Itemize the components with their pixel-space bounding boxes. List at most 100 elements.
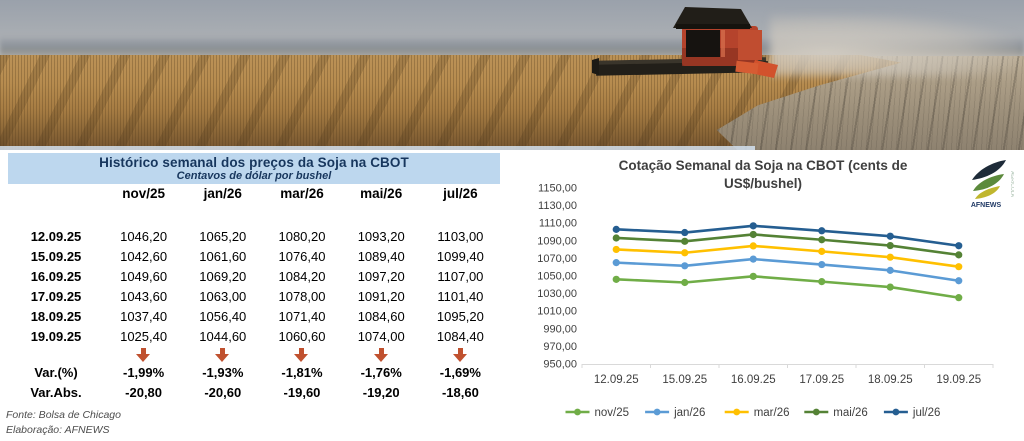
down-arrow-icon xyxy=(452,348,468,362)
down-arrow-icon xyxy=(215,348,230,362)
var-pct-label: Var.(%) xyxy=(34,365,78,380)
logo-leaf-yellow-icon xyxy=(975,186,1000,199)
series-marker-jul-26 xyxy=(886,232,894,240)
series-line-nov-25 xyxy=(614,275,961,299)
chart-title: Cotação Semanal da Soja na CBOT (cents d… xyxy=(618,158,908,191)
price-cell: 1069,20 xyxy=(199,269,247,284)
y-axis-tick-label: 1090,00 xyxy=(537,235,577,247)
series-marker-nov-25 xyxy=(681,278,689,287)
series-marker-mar-26 xyxy=(749,242,757,250)
legend-marker xyxy=(892,408,900,416)
var-abs-cell: -19,60 xyxy=(283,385,321,400)
y-axis-tick-label: 990,00 xyxy=(543,323,577,335)
series-marker-jan-26 xyxy=(612,259,620,267)
var-abs-cell: -18,60 xyxy=(441,385,479,400)
price-cell: 1042,60 xyxy=(120,249,168,264)
x-axis-tick-label: 12.09.25 xyxy=(594,374,639,386)
series-marker-jul-26 xyxy=(681,228,689,237)
series-marker-nov-25 xyxy=(818,278,826,286)
legend-label: mai/26 xyxy=(833,407,868,419)
price-cell: 1071,40 xyxy=(278,309,326,324)
price-cell: 1080,20 xyxy=(278,229,326,244)
series-marker-nov-25 xyxy=(886,283,894,291)
row-date: 16.09.25 xyxy=(30,269,82,284)
y-axis-tick-label: 1070,00 xyxy=(537,253,577,265)
series-marker-jan-26 xyxy=(681,262,689,270)
column-header-empty xyxy=(8,184,104,203)
price-cell: 1101,40 xyxy=(437,289,484,304)
row-date: 15.09.25 xyxy=(30,249,82,264)
price-cell: 1076,40 xyxy=(278,249,326,264)
logo-vertical-text: AGRICOLA xyxy=(1009,171,1014,198)
series-marker-jul-26 xyxy=(955,242,963,250)
column-header: mar/26 xyxy=(280,186,324,201)
series-marker-mai-26 xyxy=(749,230,757,239)
table-footnotes: Fonte: Bolsa de Chicago Elaboração: AFNE… xyxy=(6,408,505,438)
logo-text: AFNEWS xyxy=(971,202,1002,209)
price-table: nov/25 jan/26 mar/26 mai/26 jul/26 12.09.25 10… xyxy=(8,184,500,403)
down-arrow-icon xyxy=(294,348,309,362)
row-date: 18.09.25 xyxy=(30,309,82,324)
logo-leaf-dark-icon xyxy=(972,160,1006,180)
y-axis-tick-label: 1150,00 xyxy=(538,183,577,195)
combine-harvester-illustration xyxy=(592,7,778,78)
series-line-jan-26 xyxy=(614,257,961,283)
price-cell: 1095,20 xyxy=(436,309,484,324)
series-marker-jan-26 xyxy=(818,260,826,269)
legend-marker xyxy=(653,408,661,416)
price-cell: 1044,60 xyxy=(199,329,247,344)
series-marker-nov-25 xyxy=(955,294,963,302)
legend-marker xyxy=(812,408,820,416)
series-marker-jan-26 xyxy=(749,255,757,263)
x-axis-tick-label: 19.09.25 xyxy=(936,374,981,386)
price-cell: 1060,60 xyxy=(278,329,326,344)
price-cell: 1091,20 xyxy=(357,289,405,304)
column-header: nov/25 xyxy=(122,186,165,201)
price-cell: 1046,20 xyxy=(120,229,168,244)
column-header: jul/26 xyxy=(443,186,478,201)
price-cell: 1089,40 xyxy=(357,249,405,264)
series-marker-mai-26 xyxy=(612,234,620,242)
column-header: jan/26 xyxy=(203,186,242,201)
y-axis-tick-label: 950,00 xyxy=(543,359,577,371)
trend-arrow-cell xyxy=(262,347,341,363)
series-marker-mar-26 xyxy=(681,249,689,257)
price-cell: 1107,00 xyxy=(437,269,484,284)
elaboration-note: Elaboração: AFNEWS xyxy=(6,424,110,436)
var-abs-cell: -20,80 xyxy=(125,385,163,400)
price-cell: 1056,40 xyxy=(199,309,247,324)
price-cell: 1103,00 xyxy=(437,229,484,244)
var-pct-cell: -1,81% xyxy=(281,365,323,380)
x-axis-tick-label: 16.09.25 xyxy=(731,374,776,386)
price-cell: 1043,60 xyxy=(120,289,168,304)
trend-arrow-cell xyxy=(183,347,262,363)
row-date: 19.09.25 xyxy=(30,329,82,344)
down-arrow-icon xyxy=(373,348,389,362)
y-axis-tick-label: 1130,00 xyxy=(538,200,577,212)
price-cell: 1061,60 xyxy=(199,249,247,264)
series-marker-mar-26 xyxy=(612,245,620,254)
price-cell: 1063,00 xyxy=(199,289,247,304)
afnews-logo: AFNEWS AGRICOLA xyxy=(971,160,1014,209)
price-cell: 1078,00 xyxy=(278,289,326,304)
series-line-jul-26 xyxy=(614,224,961,248)
row-date: 12.09.25 xyxy=(30,229,82,244)
legend-label: nov/25 xyxy=(595,407,630,419)
dust-cloud xyxy=(770,14,1020,76)
chart-panel: Cotação Semanal da Soja na CBOT (cents d… xyxy=(505,150,1024,441)
price-cell: 1049,60 xyxy=(120,269,168,284)
y-axis-tick-label: 1110,00 xyxy=(539,218,577,230)
price-cell: 1065,20 xyxy=(199,229,247,244)
column-header: mai/26 xyxy=(360,186,403,201)
series-marker-mai-26 xyxy=(886,241,894,250)
var-pct-cell: -1,69% xyxy=(439,365,481,380)
var-pct-cell: -1,99% xyxy=(122,365,165,380)
arrow-empty xyxy=(8,347,104,363)
series-marker-mai-26 xyxy=(818,236,826,244)
line-chart: 950,00 970,00 990,00 1010,00 1030,00 1050,00 1… xyxy=(537,183,994,419)
series-marker-mai-26 xyxy=(681,237,689,245)
price-cell: 1025,40 xyxy=(120,329,168,344)
table-subtitle: Centavos de dólar por bushel xyxy=(176,170,332,182)
trend-arrow-cell xyxy=(421,347,500,363)
field-track xyxy=(0,146,755,150)
